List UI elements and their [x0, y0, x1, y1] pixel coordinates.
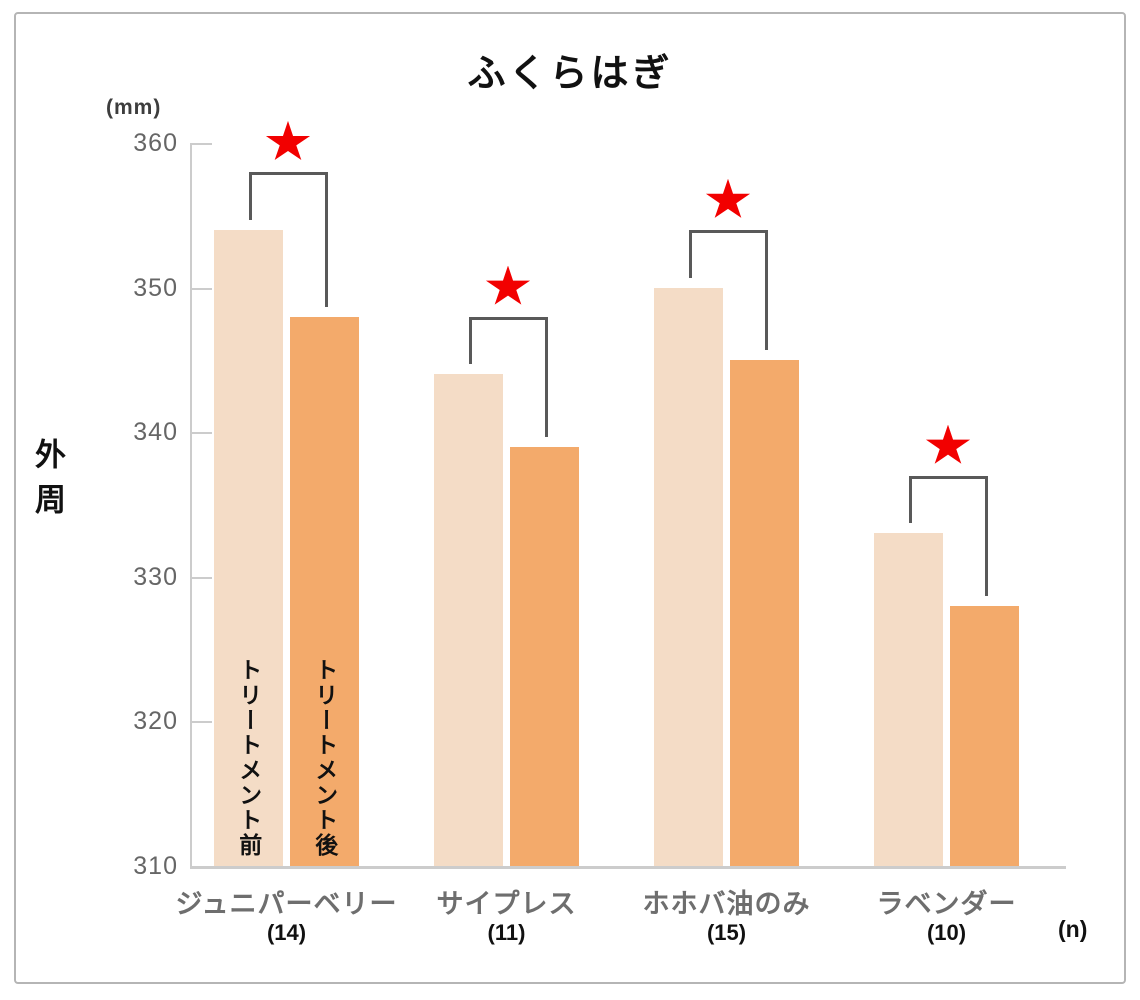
significance-bracket-left-leg-0 — [248, 171, 252, 220]
sample-size-label-3: (10) — [926, 920, 967, 945]
y-axis-tick-label: 340 — [133, 418, 178, 447]
x-category-label-0: ジュニパーベリー — [175, 889, 398, 919]
y-axis-title: 外周 — [30, 438, 65, 528]
bar-before-group-1 — [434, 374, 503, 866]
y-axis-tick-label: 310 — [133, 852, 178, 880]
bar-after-group-1 — [510, 446, 579, 866]
significance-star-icon-1 — [485, 265, 531, 305]
y-axis-tick — [192, 432, 212, 435]
bar-after-group-0 — [290, 316, 359, 866]
bar-before-group-2 — [654, 287, 723, 866]
sample-size-label-2: (15) — [706, 920, 747, 945]
significance-star-icon-3 — [925, 424, 971, 464]
chart-title: ふくらはぎ — [467, 53, 673, 95]
significance-bracket-right-leg-0 — [324, 171, 328, 307]
plot-area: 360 350 340 330 320 310 トリートメント前 トリートメント後ジュニパーベ… — [133, 120, 1066, 945]
y-axis-tick-label: 350 — [133, 273, 178, 302]
bar-series-label-1: トリートメント後 — [311, 657, 338, 858]
significance-bracket-right-leg-2 — [764, 229, 768, 350]
sample-size-label-1: (11) — [487, 920, 526, 945]
sample-size-label-0: (14) — [266, 920, 307, 945]
x-category-label-2: ホホバ油のみ — [642, 889, 811, 919]
y-axis-unit-label: (mm) — [106, 96, 162, 119]
bar-after-group-2 — [730, 359, 799, 866]
significance-bracket-top-0 — [248, 171, 328, 175]
y-axis-tick — [192, 576, 212, 579]
y-axis-tick — [192, 287, 212, 290]
significance-bracket-left-leg-2 — [688, 229, 692, 278]
x-axis-line — [190, 866, 1066, 869]
bar-before-group-3 — [874, 533, 943, 866]
significance-bracket-top-3 — [908, 475, 988, 479]
bar-series-label-holder-0: トリートメント前 — [214, 230, 283, 858]
significance-bracket-top-1 — [468, 316, 548, 320]
y-axis-tick-label: 330 — [133, 562, 178, 591]
bar-after-group-3 — [950, 605, 1019, 866]
bar-series-label-0: トリートメント前 — [235, 657, 262, 858]
y-axis-tick — [192, 143, 212, 145]
significance-bracket-top-2 — [688, 229, 768, 233]
y-axis-line — [190, 143, 192, 868]
significance-star-icon-2 — [705, 178, 751, 218]
bar-before-group-0 — [214, 229, 283, 866]
x-category-label-1: サイプレス — [436, 889, 577, 919]
y-axis-tick-label: 320 — [133, 707, 178, 736]
significance-bracket-left-leg-3 — [908, 475, 912, 524]
significance-bracket-right-leg-3 — [984, 475, 988, 596]
y-axis-tick — [192, 721, 212, 724]
x-category-label-3: ラベンダー — [876, 889, 1017, 919]
x-axis-unit-label: (n) — [1058, 916, 1088, 942]
significance-bracket-left-leg-1 — [468, 316, 472, 365]
bar-series-label-holder-1: トリートメント後 — [290, 317, 359, 858]
significance-bracket-right-leg-1 — [544, 316, 548, 437]
y-axis-tick-label: 360 — [133, 129, 178, 157]
